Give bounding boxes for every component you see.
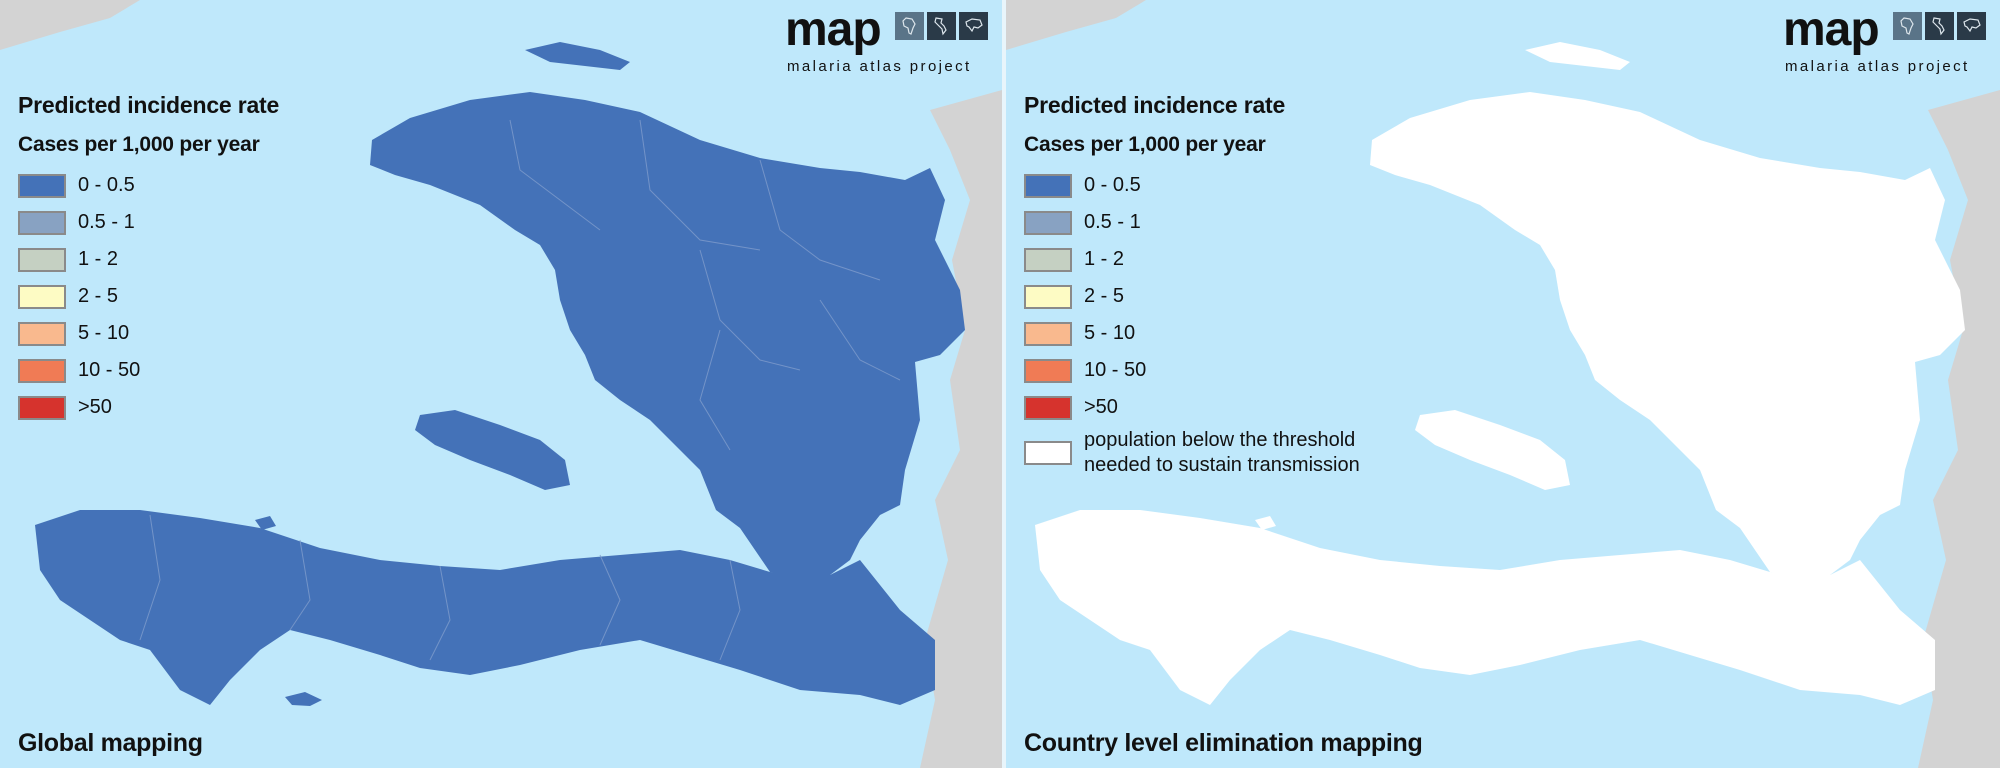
- legend-swatch: [18, 358, 66, 383]
- legend-swatch: [1024, 395, 1072, 420]
- legend-item: 1 - 2: [18, 241, 279, 278]
- legend-label: 0 - 0.5: [78, 174, 135, 196]
- department-borders: [139, 119, 901, 661]
- legend-title: Predicted incidence rate: [1024, 92, 1286, 118]
- legend-item: 2 - 5: [1024, 278, 1404, 315]
- legend-title: Predicted incidence rate: [18, 92, 280, 118]
- africa-map-icon: [1893, 12, 1922, 40]
- country-elimination-panel: map malaria atlas project Predicted inci…: [1006, 0, 2000, 768]
- logo-wordmark: map: [785, 3, 882, 56]
- legend-item: 5 - 10: [18, 315, 279, 352]
- legend-swatch: [18, 173, 66, 198]
- legend-label: 1 - 2: [78, 248, 119, 270]
- legend-swatch: [1024, 284, 1072, 309]
- legend-subtitle: Cases per 1,000 per year: [1024, 133, 1266, 156]
- legend-label: >50: [78, 396, 112, 418]
- legend-item: 0 - 0.5: [1024, 167, 1404, 204]
- incidence-legend: Predicted incidence rate Cases per 1,000…: [18, 92, 279, 426]
- legend-swatch: [1024, 210, 1072, 235]
- legend-item: 1 - 2: [1024, 241, 1404, 278]
- legend-item: 5 - 10: [1024, 315, 1404, 352]
- map-logo: map malaria atlas project: [785, 3, 990, 78]
- panel-caption-country: Country level elimination mapping: [1024, 729, 1423, 757]
- legend-swatch: [18, 284, 66, 309]
- legend-label: 10 - 50: [78, 359, 141, 381]
- legend-label: 0 - 0.5: [1084, 174, 1141, 196]
- legend-swatch: [18, 395, 66, 420]
- incidence-legend: Predicted incidence rate Cases per 1,000…: [1024, 92, 1404, 480]
- global-mapping-panel: map malaria atlas project Predicted inci…: [0, 0, 1002, 768]
- africa-map-icon: [895, 12, 924, 40]
- legend-swatch: [18, 210, 66, 235]
- dominican-republic-land: [920, 90, 1002, 768]
- logo-tagline: malaria atlas project: [787, 58, 972, 75]
- dominican-republic-land: [1918, 90, 2000, 768]
- legend-label: 5 - 10: [78, 322, 130, 344]
- legend-swatch-threshold: [1024, 441, 1072, 465]
- legend-item: 0.5 - 1: [1024, 204, 1404, 241]
- legend-item: 10 - 50: [1024, 352, 1404, 389]
- legend-label: >50: [1084, 396, 1118, 418]
- map-logo: map malaria atlas project: [1783, 3, 1988, 78]
- americas-map-icon: [927, 12, 956, 40]
- legend-label: 1 - 2: [1084, 248, 1125, 270]
- haiti-incidence-map-global: [0, 0, 1002, 768]
- legend-item: >50: [18, 389, 279, 426]
- legend-item: 10 - 50: [18, 352, 279, 389]
- legend-label: 2 - 5: [1084, 285, 1125, 307]
- legend-item-threshold: population below the threshold needed to…: [1024, 426, 1404, 480]
- cuba-land: [0, 0, 140, 50]
- legend-swatch: [1024, 173, 1072, 198]
- legend-item: >50: [1024, 389, 1404, 426]
- legend-subtitle: Cases per 1,000 per year: [18, 133, 260, 156]
- legend-label: 0.5 - 1: [78, 211, 135, 233]
- cuba-land: [1006, 0, 1146, 50]
- legend-swatch: [18, 321, 66, 346]
- americas-map-icon: [1925, 12, 1954, 40]
- legend-swatch: [1024, 358, 1072, 383]
- panel-caption-global: Global mapping: [18, 729, 203, 757]
- legend-label-threshold: population below the threshold needed to…: [1084, 429, 1360, 476]
- legend-label: 5 - 10: [1084, 322, 1136, 344]
- legend-swatch: [18, 247, 66, 272]
- legend-label: 2 - 5: [78, 285, 119, 307]
- logo-tagline: malaria atlas project: [1785, 58, 1970, 75]
- logo-wordmark: map: [1783, 3, 1880, 56]
- panel-divider: [1002, 0, 1006, 768]
- legend-label: 0.5 - 1: [1084, 211, 1141, 233]
- asia-map-icon: [1957, 12, 1986, 40]
- legend-swatch: [1024, 321, 1072, 346]
- asia-map-icon: [959, 12, 988, 40]
- legend-swatch: [1024, 247, 1072, 272]
- legend-item: 2 - 5: [18, 278, 279, 315]
- legend-item: 0 - 0.5: [18, 167, 279, 204]
- legend-item: 0.5 - 1: [18, 204, 279, 241]
- legend-label: 10 - 50: [1084, 359, 1147, 381]
